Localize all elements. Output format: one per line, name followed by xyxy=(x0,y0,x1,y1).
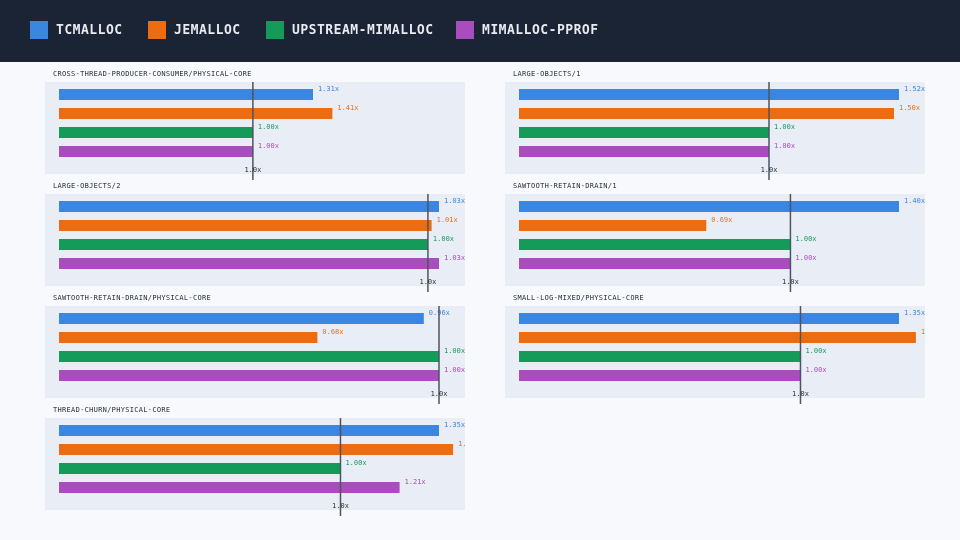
legend-label-jemalloc: jemalloc xyxy=(174,22,241,38)
bar-upstream-mimalloc xyxy=(519,351,801,362)
legend-item-mimalloc-pprof: mimalloc-pprof xyxy=(456,20,599,40)
chart-title: thread-churn/physical-core xyxy=(53,406,171,414)
chart-title: cross-thread-producer-consumer/physical-… xyxy=(53,70,252,78)
bar-tcmalloc xyxy=(519,89,899,100)
bar-mimalloc-pprof xyxy=(59,370,439,381)
data-label: 1.00x xyxy=(805,347,826,355)
data-label: 1.00x xyxy=(805,366,826,374)
bar-tcmalloc xyxy=(59,313,424,324)
data-label: 1.35x xyxy=(904,309,925,317)
data-label: 1.00x xyxy=(795,235,816,243)
bar-jemalloc xyxy=(59,332,318,343)
bar-mimalloc-pprof xyxy=(519,146,769,157)
bar-chart: 1.35x 1.41x 1.00x 1.00x 1.0x xyxy=(505,306,925,404)
reference-label: 1.0x xyxy=(431,390,448,398)
legend-swatch-tcmalloc xyxy=(30,21,48,39)
data-label: 0.68x xyxy=(322,328,343,336)
legend-label-tcmalloc: tcmalloc xyxy=(56,22,123,38)
bar-chart: 1.31x 1.41x 1.00x 1.00x 1.0x xyxy=(45,82,465,180)
chart-panel: sawtooth-retain-drain/physical-core 0.96… xyxy=(45,294,465,406)
bar-mimalloc-pprof xyxy=(59,146,253,157)
bar-chart: 1.03x 1.01x 1.00x 1.03x 1.0x xyxy=(45,194,465,292)
data-label: 1.00x xyxy=(433,235,454,243)
reference-label: 1.0x xyxy=(782,278,799,286)
data-label: 1.00x xyxy=(444,347,465,355)
data-label: 1.41x xyxy=(337,104,358,112)
chart-title: large-objects/2 xyxy=(53,182,121,190)
bar-tcmalloc xyxy=(59,201,439,212)
bar-tcmalloc xyxy=(519,201,899,212)
bar-upstream-mimalloc xyxy=(59,239,428,250)
bar-upstream-mimalloc xyxy=(59,351,439,362)
data-label: 1.31x xyxy=(318,85,339,93)
bar-upstream-mimalloc xyxy=(519,127,769,138)
bar-upstream-mimalloc xyxy=(59,463,341,474)
bar-upstream-mimalloc xyxy=(59,127,253,138)
chart-panel: small-log-mixed/physical-core 1.35x 1.41x… xyxy=(505,294,925,406)
bar-jemalloc xyxy=(59,444,454,455)
data-label: 1.00x xyxy=(774,123,795,131)
data-label: 1.00x xyxy=(258,123,279,131)
chart-panel: sawtooth-retain-drain/1 1.40x 0.69x 1.00x 1… xyxy=(505,182,925,294)
chart-title: large-objects/1 xyxy=(513,70,581,78)
data-label: 1.03x xyxy=(444,197,465,205)
bar-mimalloc-pprof xyxy=(519,258,791,269)
bar-jemalloc xyxy=(59,220,432,231)
data-label: 1.21x xyxy=(405,478,426,486)
data-label: 1.01x xyxy=(437,216,458,224)
legend-label-mimalloc-pprof: mimalloc-pprof xyxy=(482,22,599,38)
reference-label: 1.0x xyxy=(244,166,261,174)
chart-title: small-log-mixed/physical-core xyxy=(513,294,644,302)
data-label: 1.00x xyxy=(258,142,279,150)
legend-header: tcmalloc jemalloc upstream-mimalloc mima… xyxy=(0,0,960,62)
chart-panel: thread-churn/physical-core 1.35x 1.40x 1.0… xyxy=(45,406,465,518)
data-label: 1.52x xyxy=(904,85,925,93)
data-label: 1.40x xyxy=(458,440,465,448)
legend-label-upstream-mimalloc: upstream-mimalloc xyxy=(292,22,434,38)
chart-panel: cross-thread-producer-consumer/physical-… xyxy=(45,70,465,182)
bar-chart: 1.40x 0.69x 1.00x 1.00x 1.0x xyxy=(505,194,925,292)
legend-item-tcmalloc: tcmalloc xyxy=(30,20,123,40)
legend-item-upstream-mimalloc: upstream-mimalloc xyxy=(266,20,434,40)
data-label: 0.69x xyxy=(711,216,732,224)
reference-label: 1.0x xyxy=(792,390,809,398)
legend-swatch-jemalloc xyxy=(148,21,166,39)
chart-title: sawtooth-retain-drain/1 xyxy=(513,182,617,190)
legend-swatch-upstream-mimalloc xyxy=(266,21,284,39)
reference-label: 1.0x xyxy=(420,278,437,286)
bar-tcmalloc xyxy=(59,89,313,100)
bar-upstream-mimalloc xyxy=(519,239,791,250)
data-label: 1.41x xyxy=(921,328,925,336)
chart-title: sawtooth-retain-drain/physical-core xyxy=(53,294,212,302)
bar-jemalloc xyxy=(519,332,916,343)
data-label: 1.00x xyxy=(345,459,366,467)
bar-jemalloc xyxy=(519,220,707,231)
bar-chart: 1.35x 1.40x 1.00x 1.21x 1.0x xyxy=(45,418,465,516)
bar-mimalloc-pprof xyxy=(519,370,801,381)
bar-jemalloc xyxy=(519,108,894,119)
bar-mimalloc-pprof xyxy=(59,258,439,269)
bar-chart: 1.52x 1.50x 1.00x 1.00x 1.0x xyxy=(505,82,925,180)
data-label: 1.40x xyxy=(904,197,925,205)
data-label: 1.00x xyxy=(795,254,816,262)
reference-label: 1.0x xyxy=(761,166,778,174)
bar-jemalloc xyxy=(59,108,333,119)
data-label: 1.35x xyxy=(444,421,465,429)
data-label: 1.50x xyxy=(899,104,920,112)
data-label: 1.00x xyxy=(774,142,795,150)
data-label: 1.03x xyxy=(444,254,465,262)
legend-item-jemalloc: jemalloc xyxy=(148,20,241,40)
data-label: 1.00x xyxy=(444,366,465,374)
chart-panel: large-objects/2 1.03x 1.01x 1.00x 1.03x 1.0x xyxy=(45,182,465,294)
reference-label: 1.0x xyxy=(332,502,349,510)
bar-tcmalloc xyxy=(59,425,439,436)
bar-mimalloc-pprof xyxy=(59,482,400,493)
legend-swatch-mimalloc-pprof xyxy=(456,21,474,39)
chart-panel: large-objects/1 1.52x 1.50x 1.00x 1.00x 1.0x xyxy=(505,70,925,182)
bar-tcmalloc xyxy=(519,313,899,324)
